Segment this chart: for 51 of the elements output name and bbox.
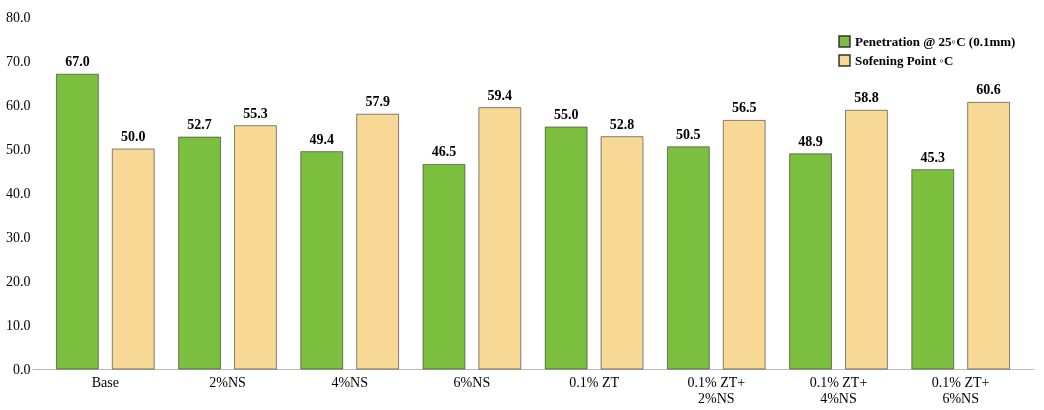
y-tick-label: 40.0 (6, 185, 31, 201)
x-tick-label: 6%NS (453, 374, 491, 390)
data-label: 55.0 (553, 107, 579, 122)
x-tick-label: 2%NS (209, 374, 246, 390)
y-tick-label: 60.0 (6, 97, 31, 113)
legend-label: Sofening Point ◦C (855, 52, 954, 68)
data-label: 60.6 (976, 82, 1001, 98)
bar (178, 136, 221, 370)
bar (911, 169, 954, 370)
bar (478, 107, 522, 370)
data-label: 50.5 (676, 126, 701, 142)
data-label: 50.0 (121, 129, 146, 144)
y-tick-label: 80.0 (6, 9, 31, 25)
data-label: 52.7 (187, 117, 212, 133)
data-label: 52.8 (609, 116, 635, 132)
data-label: 46.5 (431, 144, 457, 160)
x-tick-label: 0.1% ZT+ 2%NS (687, 374, 746, 406)
bar (845, 109, 888, 370)
x-tick-label: 0.1% ZT (569, 374, 620, 390)
data-label: 56.5 (731, 100, 757, 116)
y-tick-label: 70.0 (6, 53, 31, 69)
x-tick-label: 0.1% ZT+ 6%NS (931, 374, 990, 406)
data-label: 55.3 (243, 105, 268, 121)
y-tick-label: 0.0 (13, 361, 31, 377)
data-label: 49.4 (309, 131, 335, 147)
data-label: 48.9 (798, 133, 823, 149)
x-tick-label: 0.1% ZT+ 4%NS (809, 374, 868, 406)
bar (600, 136, 644, 370)
x-tick-label: Base (91, 374, 119, 390)
y-tick-label: 30.0 (6, 229, 31, 245)
bar (234, 125, 277, 370)
data-label: 58.8 (854, 90, 879, 106)
bar (56, 73, 99, 370)
y-tick-label: 10.0 (6, 317, 31, 333)
bar (356, 113, 399, 370)
y-tick-label: 50.0 (6, 141, 31, 157)
data-label: 67.0 (65, 54, 90, 70)
bar (789, 153, 832, 370)
data-label: 45.3 (920, 149, 945, 165)
bar (300, 151, 344, 370)
bar (544, 126, 588, 370)
data-label: 59.4 (487, 87, 513, 103)
data-label: 57.9 (365, 94, 390, 110)
x-tick-label: 4%NS (331, 374, 368, 390)
y-tick-label: 20.0 (6, 273, 31, 289)
legend-label: Penetration @ 25◦C (0.1mm) (855, 33, 1016, 49)
bar (112, 148, 155, 370)
bar (722, 120, 766, 370)
bar (967, 102, 1010, 370)
bar (422, 164, 466, 370)
bar (667, 146, 710, 370)
